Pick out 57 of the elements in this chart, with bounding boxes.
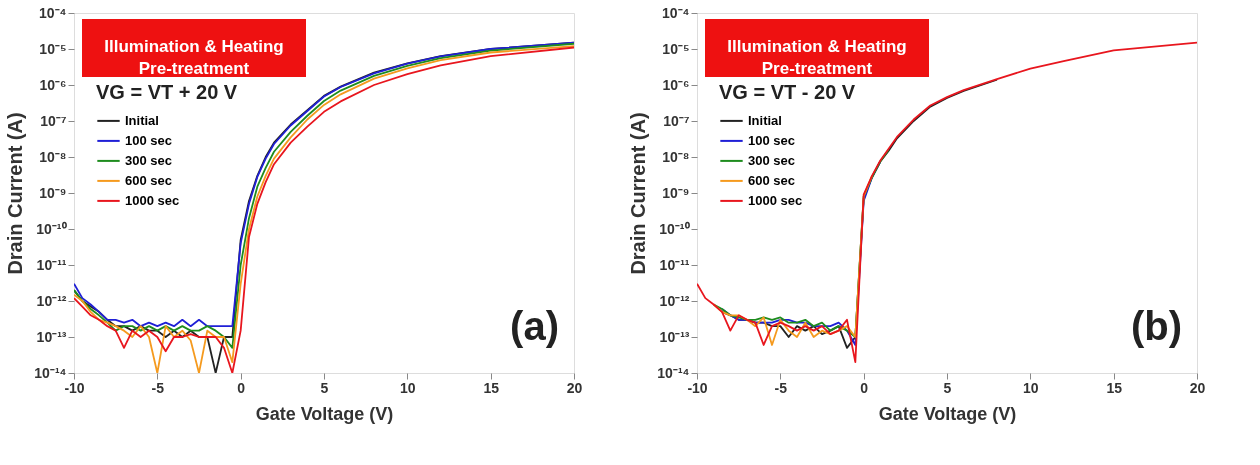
y-tick-label: 10⁻¹² — [36, 292, 67, 309]
y-tick-label: 10⁻¹⁰ — [36, 220, 67, 237]
y-axis-title: Drain Current (A) — [627, 112, 650, 275]
legend-label: 1000 sec — [125, 192, 180, 208]
legend-label: 100 sec — [125, 132, 172, 148]
x-tick-label: 0 — [237, 379, 246, 396]
y-tick-label: 10⁻¹³ — [659, 328, 690, 345]
legend-label: 300 sec — [748, 152, 795, 168]
x-tick-label: 5 — [320, 379, 329, 396]
y-tick-label: 10⁻⁷ — [40, 112, 67, 129]
y-axis-title: Drain Current (A) — [4, 112, 27, 275]
legend-label: 600 sec — [748, 172, 795, 188]
y-tick-label: 10⁻⁹ — [662, 184, 690, 201]
y-tick-label: 10⁻¹⁰ — [659, 220, 690, 237]
annotation: VG = VT - 20 V — [719, 81, 856, 103]
y-tick-label: 10⁻¹¹ — [659, 256, 690, 273]
legend-label: 100 sec — [748, 132, 795, 148]
x-tick-label: 15 — [1106, 379, 1123, 396]
legend-label: Initial — [748, 112, 782, 128]
x-tick-label: 5 — [943, 379, 952, 396]
x-tick-label: -5 — [774, 379, 788, 396]
x-tick-label: -5 — [151, 379, 165, 396]
x-tick-label: 20 — [1189, 379, 1206, 396]
x-tick-label: -10 — [64, 379, 85, 396]
y-tick-label: 10⁻⁴ — [662, 4, 690, 21]
legend-label: 600 sec — [125, 172, 172, 188]
x-tick-label: 0 — [860, 379, 869, 396]
legend-label: 300 sec — [125, 152, 172, 168]
y-tick-label: 10⁻⁹ — [39, 184, 67, 201]
x-tick-label: 20 — [566, 379, 583, 396]
annotation: Illumination & Heating Pre-treatment — [104, 37, 284, 78]
annotation: Illumination & Heating Pre-treatment — [727, 37, 907, 78]
y-tick-label: 10⁻⁸ — [39, 148, 67, 165]
x-axis-title: Gate Voltage (V) — [878, 403, 1017, 424]
x-tick-label: 10 — [1023, 379, 1039, 396]
y-tick-label: 10⁻¹¹ — [36, 256, 67, 273]
y-tick-label: 10⁻¹³ — [36, 328, 67, 345]
annotation: (b) — [1130, 304, 1182, 348]
y-tick-label: 10⁻¹⁴ — [657, 364, 690, 381]
y-tick-label: 10⁻⁵ — [662, 40, 690, 57]
y-tick-label: 10⁻⁶ — [662, 76, 690, 93]
annotation: VG = VT + 20 V — [96, 81, 238, 103]
y-tick-label: 10⁻¹⁴ — [34, 364, 67, 381]
line-series — [697, 41, 1197, 364]
y-tick-label: 10⁻⁴ — [39, 4, 67, 21]
y-tick-label: 10⁻¹² — [659, 292, 690, 309]
x-tick-label: 10 — [400, 379, 416, 396]
annotation: (a) — [510, 304, 559, 348]
legend-label: Initial — [125, 112, 159, 128]
legend-label: 1000 sec — [748, 192, 803, 208]
x-tick-label: 15 — [483, 379, 500, 396]
y-tick-label: 10⁻⁵ — [39, 40, 67, 57]
y-tick-label: 10⁻⁸ — [662, 148, 690, 165]
x-tick-label: -10 — [687, 379, 708, 396]
x-axis-title: Gate Voltage (V) — [255, 403, 394, 424]
y-tick-label: 10⁻⁷ — [663, 112, 690, 129]
y-tick-label: 10⁻⁶ — [39, 76, 67, 93]
